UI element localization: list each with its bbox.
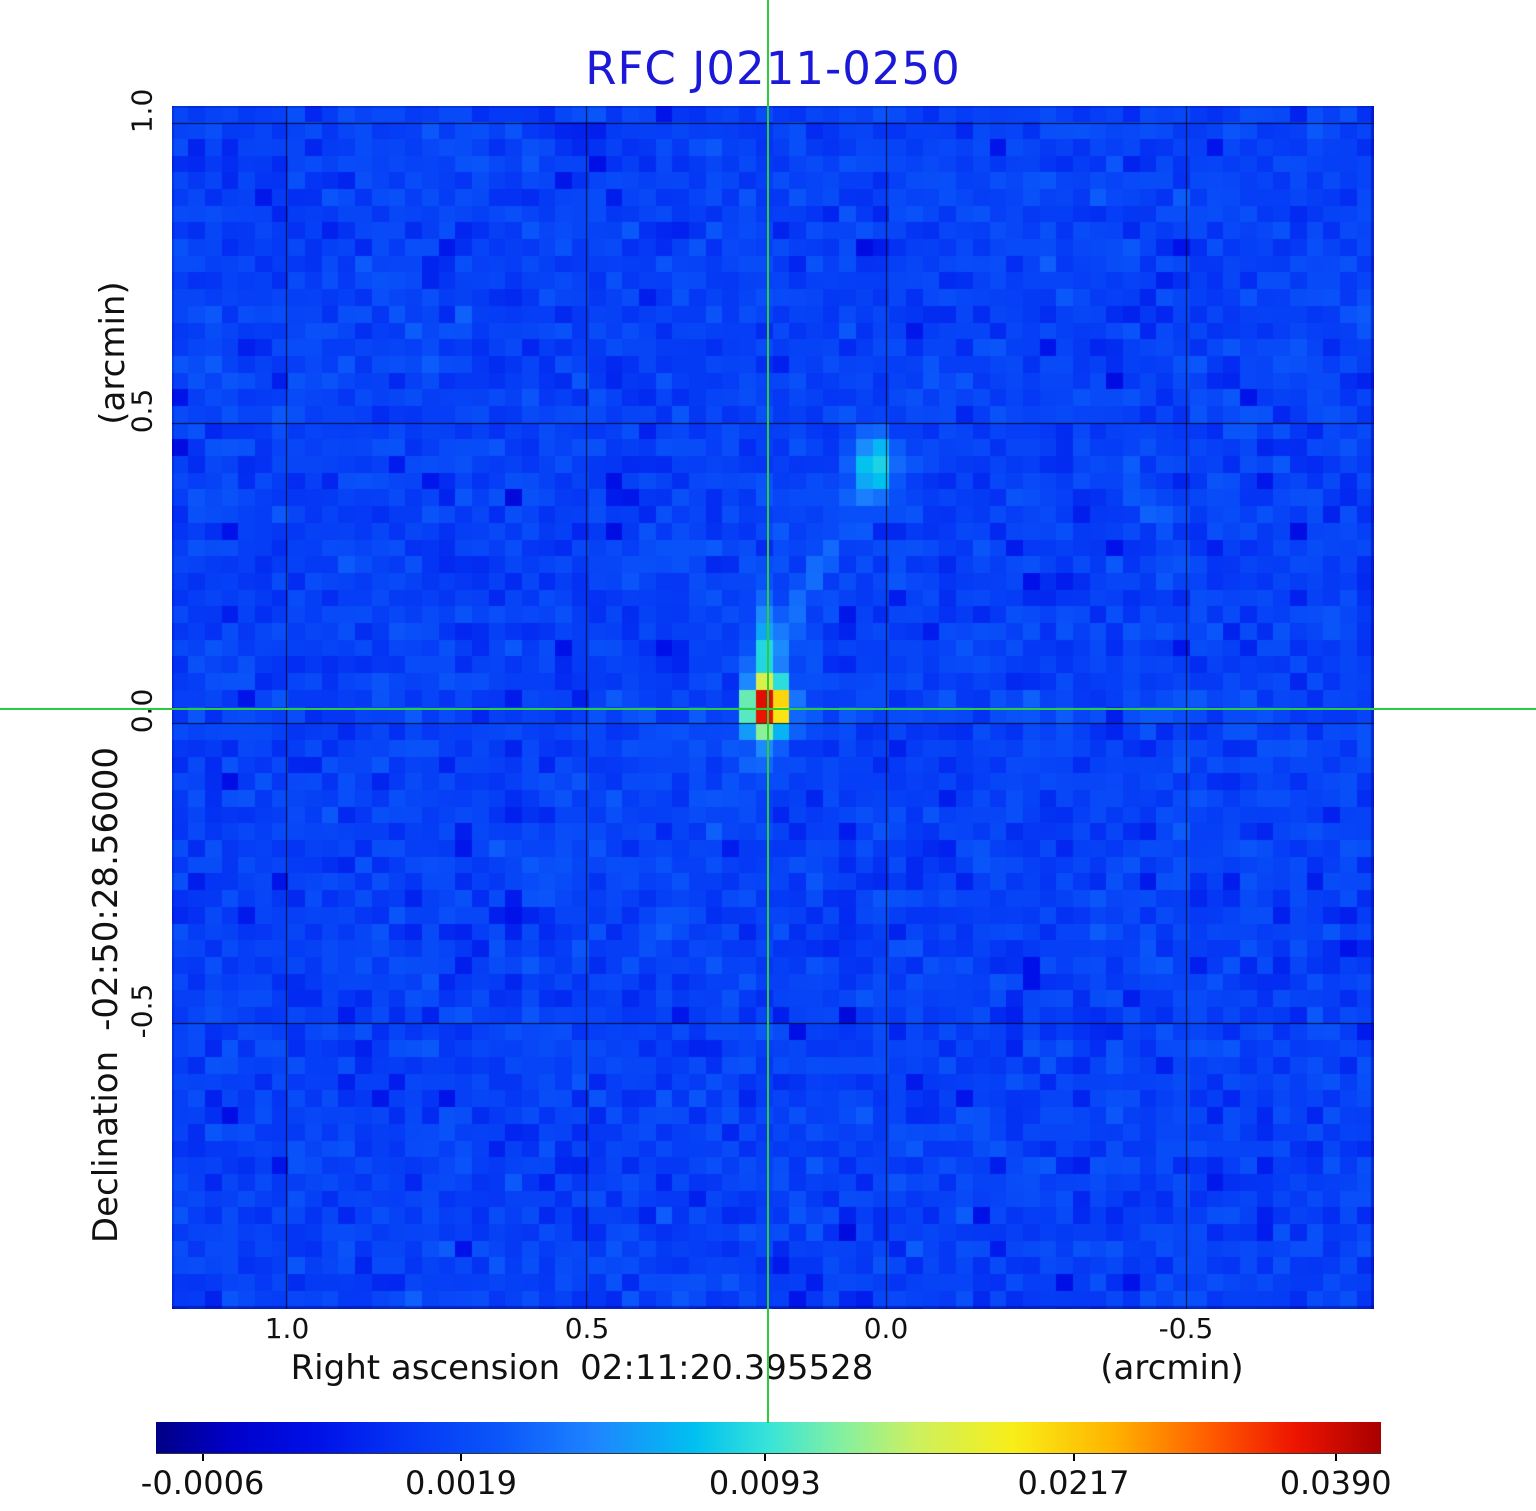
x-axis-title: Right ascension 02:11:20.395528 <box>291 1348 874 1388</box>
colorbar-tick-label: -0.0006 <box>140 1464 265 1502</box>
colorbar-tick <box>1072 1454 1075 1461</box>
crosshair-horizontal-line <box>0 708 1536 711</box>
y-axis-title: Declination -02:50:28.56000 <box>86 747 126 1243</box>
colorbar-tick-label: 0.0019 <box>405 1464 517 1502</box>
y-axis-tick-label: -0.5 <box>125 983 159 1039</box>
y-axis-unit-label: (arcmin) <box>93 281 133 425</box>
x-axis-tick-label: -0.5 <box>1158 1312 1214 1345</box>
sky-map-canvas <box>172 106 1374 1309</box>
colorbar-gradient <box>156 1422 1381 1454</box>
colorbar-tick <box>1334 1454 1337 1461</box>
colorbar-tick-label: 0.0093 <box>708 1464 821 1502</box>
y-axis-tick-label: 1.0 <box>125 88 159 134</box>
x-axis-unit-label: (arcmin) <box>1100 1348 1244 1388</box>
y-axis-tick-label: 0.0 <box>125 688 159 734</box>
x-axis-tick-label: 0.5 <box>564 1312 610 1345</box>
x-axis-tick-label: 1.0 <box>264 1312 310 1345</box>
x-axis-position-value: 02:11:20.395528 <box>580 1348 874 1388</box>
colorbar-tick <box>460 1454 463 1461</box>
page-title: RFC J0211-0250 <box>585 42 961 95</box>
colorbar-tick <box>201 1454 204 1461</box>
x-axis-name: Right ascension <box>290 1348 561 1388</box>
colorbar-tick <box>763 1454 766 1461</box>
colorbar-tick-label: 0.0217 <box>1017 1464 1130 1502</box>
x-axis-tick-label: 0.0 <box>863 1312 909 1345</box>
y-axis-position-value: -02:50:28.56000 <box>86 746 126 1031</box>
y-axis-name: Declination <box>86 1050 126 1244</box>
colorbar-tick-label: 0.0390 <box>1279 1464 1392 1502</box>
crosshair-vertical-line <box>766 0 769 1423</box>
